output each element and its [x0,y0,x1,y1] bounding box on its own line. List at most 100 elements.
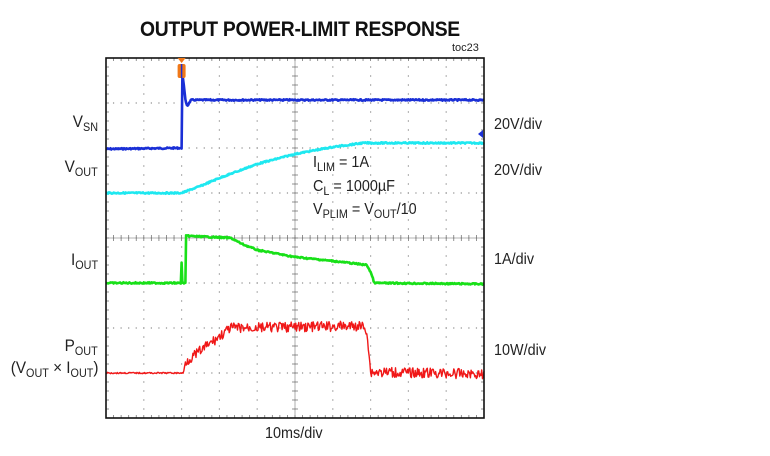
scale-pout: 10W/div [494,342,547,359]
grid-dot [226,102,228,104]
grid-dot [468,102,470,104]
grid-dot [362,192,364,194]
grid-dot [143,183,145,185]
grid-dot [317,372,319,374]
grid-dot [256,228,258,230]
grid-dot [165,102,168,104]
grid-dot [218,390,220,392]
grid-dot [309,102,311,104]
grid-dot [445,210,447,212]
grid-dot [445,75,447,77]
trigger-arrow-icon [177,58,186,63]
grid-dot [347,192,349,194]
grid-dot [370,336,372,338]
grid-dot [203,372,205,374]
grid-dot [407,93,409,95]
grid-dot [332,174,334,176]
grid-dot [400,102,402,104]
grid-dot [241,327,243,329]
grid-dot [445,345,447,347]
grid-dot [158,327,160,329]
grid-dot [332,192,334,194]
grid-dot [324,102,326,104]
grid-dot [188,372,190,374]
grid-dot [332,291,334,293]
grid-dot [256,309,258,311]
grid-dot [392,192,394,194]
label-sub: OUT [75,258,98,272]
formula-sub: OUT [25,366,49,380]
grid-dot [218,120,220,122]
grid-dot [422,327,425,329]
grid-dot [332,183,334,185]
grid-dot [332,138,334,140]
grid-dot [332,165,334,167]
grid-dot [445,102,447,104]
grid-dot [256,399,258,401]
grid-dot [286,372,289,374]
grid-dot [143,255,145,257]
annot-sub: OUT [373,207,397,221]
grid-dot [407,399,409,401]
grid-dot [226,192,228,194]
grid-dot [218,363,220,365]
grid-dot [445,318,447,320]
grid-dot [143,390,145,392]
grid-dot [279,192,281,194]
grid-dot [112,102,115,104]
grid-dot [256,264,258,266]
grid-dot [370,246,372,248]
grid-dot [370,165,372,167]
grid-dot [256,372,258,374]
grid-dot [218,345,220,347]
grid-dot [218,165,220,167]
grid-dot [407,309,409,311]
grid-dot [445,309,447,311]
grid-dot [196,282,198,284]
annot-main: V [313,201,323,218]
grid-dot [445,381,447,383]
grid-dot [332,363,334,365]
grid-dot [181,291,183,293]
grid-dot [370,309,372,311]
grid-dot [218,264,220,266]
grid-dot [370,228,372,230]
grid-dot [370,318,372,320]
grid-dot [415,327,417,329]
grid-dot [332,228,334,230]
grid-dot [407,300,409,302]
grid-dot [407,264,409,266]
grid-dot [196,327,198,329]
grid-dot [407,84,409,86]
grid-dot [445,354,447,356]
grid-dot [347,102,349,104]
grid-dot [181,408,183,410]
grid-dot [143,381,145,383]
trace-v-sn [105,71,485,151]
grid-dot [445,264,447,266]
scale-vout: 20V/div [494,162,543,179]
grid-dot [453,327,455,329]
grid-dot [218,201,220,203]
formula-part: (V [10,358,26,377]
grid-dot [407,156,409,158]
grid-dot [407,138,409,140]
grid-dot [256,120,258,122]
grid-dot [256,201,258,203]
grid-dot [264,102,266,104]
annot-sub: LIM [317,160,336,174]
grid-dot [218,129,220,131]
grid-dot [256,147,258,149]
grid-dot [415,192,417,194]
grid-dot [332,156,334,158]
grid-dot [370,345,372,347]
grid-dot [218,66,220,68]
grid-dot [324,372,326,374]
grid-dot [445,228,447,230]
grid-dot [370,408,372,410]
grid-dot [370,75,372,77]
grid-dot [301,192,304,194]
grid-dot [256,354,258,356]
grid-dot [181,156,183,158]
